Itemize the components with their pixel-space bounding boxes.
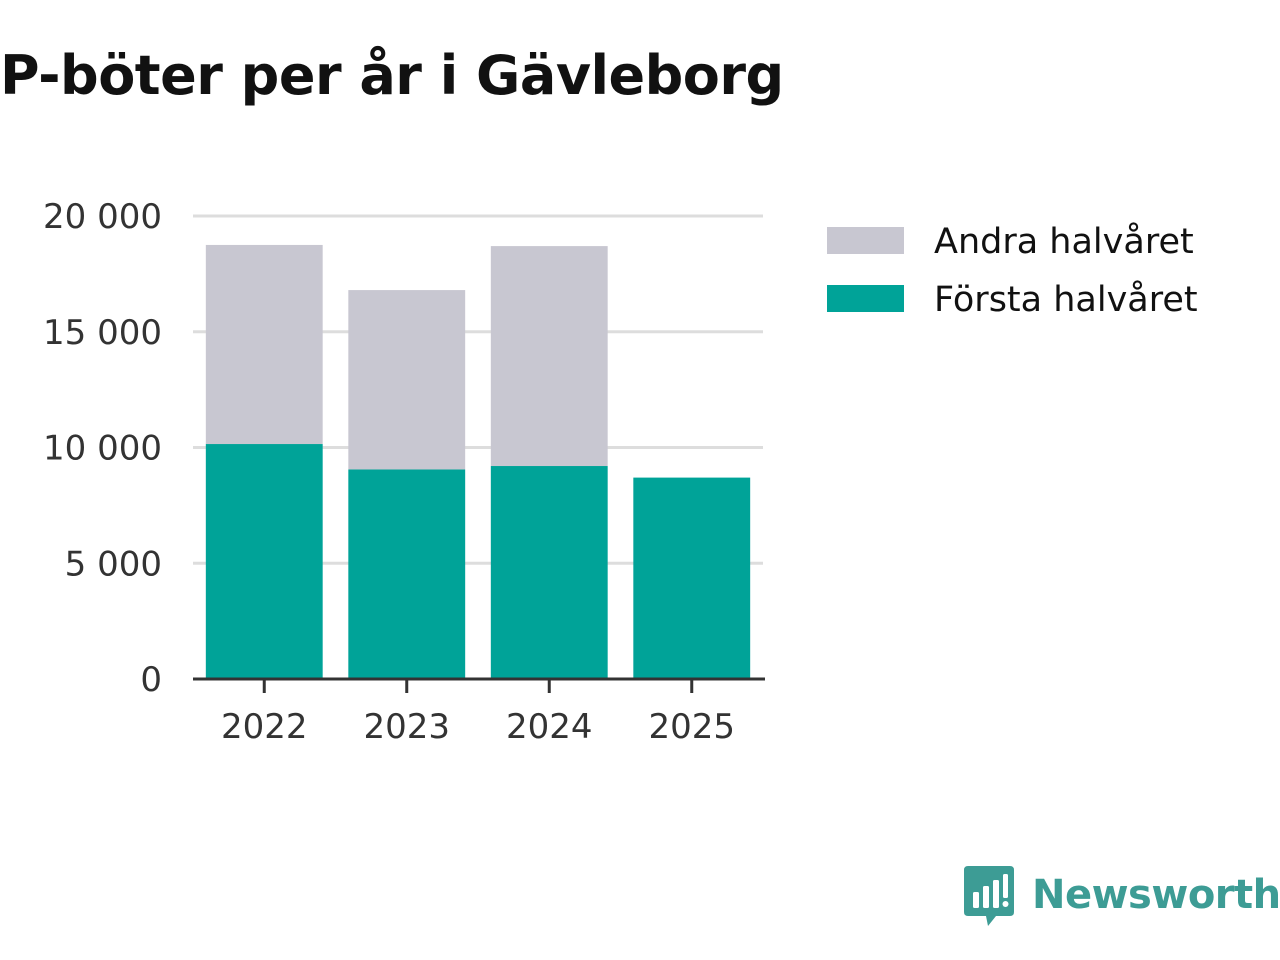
y-tick-label-10000: 10 000 <box>43 429 162 469</box>
bar-2024-andra <box>490 246 608 467</box>
bar-2022-andra <box>205 244 323 445</box>
legend-label-forsta: Första halvåret <box>934 279 1198 320</box>
brand-name: Newsworthy <box>1032 872 1280 918</box>
bar-2022-forsta <box>205 444 323 679</box>
legend-swatch-andra <box>827 227 904 254</box>
y-tick-label-5000: 5 000 <box>65 544 162 584</box>
chart-title: P-böter per år i Gävleborg <box>0 44 784 107</box>
bar-2024-forsta <box>490 466 608 679</box>
x-tick-label-2022: 2022 <box>221 707 308 747</box>
bar-2023-andra <box>348 290 466 470</box>
legend-swatch-forsta <box>827 285 904 312</box>
y-tick-label-0: 0 <box>140 660 162 700</box>
bar-2023-forsta <box>348 469 466 679</box>
bar-2025-forsta <box>633 477 751 679</box>
y-tick-label-20000: 20 000 <box>43 197 162 237</box>
legend-label-andra: Andra halvåret <box>934 221 1194 262</box>
axes: 0 5 000 10 000 15 000 20 000 2022 2023 2024 2025 <box>43 197 765 747</box>
x-tick-label-2023: 2023 <box>363 707 450 747</box>
x-tick-label-2025: 2025 <box>648 707 735 747</box>
bars <box>205 244 751 679</box>
brand-logo: Newsworthy <box>962 862 1280 928</box>
x-tick-label-2024: 2024 <box>506 707 593 747</box>
newsworthy-logo-icon <box>964 866 1014 926</box>
y-tick-label-15000: 15 000 <box>43 313 162 353</box>
legend: Andra halvåret Första halvåret <box>827 221 1198 320</box>
